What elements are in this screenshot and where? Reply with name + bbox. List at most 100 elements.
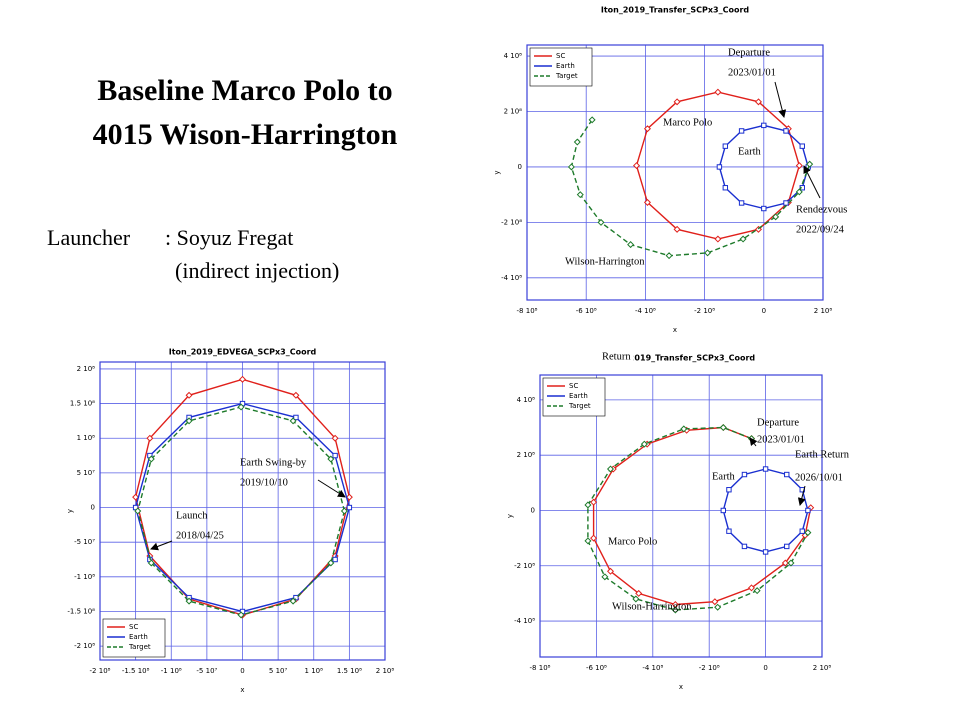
point xyxy=(576,191,584,199)
x-tick-label: 0 xyxy=(762,307,766,315)
annotation: 2023/01/01 xyxy=(728,67,776,78)
point xyxy=(804,529,812,537)
point xyxy=(781,559,789,567)
annotation-bg xyxy=(599,350,634,364)
point xyxy=(726,487,732,493)
point xyxy=(185,391,193,399)
point xyxy=(761,205,767,212)
point xyxy=(722,143,729,149)
point xyxy=(185,417,193,425)
legend-label: Target xyxy=(555,72,578,80)
launcher-label: Launcher xyxy=(47,225,131,250)
annotation: Earth Return xyxy=(795,449,850,460)
point xyxy=(289,597,297,605)
legend-label: Earth xyxy=(569,392,588,400)
point xyxy=(289,417,297,425)
legend-label: SC xyxy=(556,52,565,60)
annotation: Earth xyxy=(712,471,735,482)
y-tick-label: 5 10⁷ xyxy=(77,469,96,477)
point xyxy=(805,507,811,514)
y-axis-label: y xyxy=(493,170,501,174)
point xyxy=(643,125,651,133)
point xyxy=(606,465,615,473)
legend-label: Earth xyxy=(129,633,148,641)
x-tick-label: 0 xyxy=(763,664,767,672)
point xyxy=(680,425,688,433)
annotation: Earth xyxy=(738,146,761,157)
annotation: 2023/01/01 xyxy=(757,434,805,445)
x-tick-label: 2 10⁸ xyxy=(376,667,395,675)
y-tick-label: 0 xyxy=(91,504,95,512)
y-tick-label: -2 10⁸ xyxy=(74,642,95,650)
legend-label: Earth xyxy=(556,62,575,70)
point xyxy=(635,589,643,597)
point xyxy=(132,493,140,501)
chart-title: Iton_2019_EDVEGA_SCPx3_Coord xyxy=(169,348,317,357)
annotation: Wilson-Harrington xyxy=(565,256,645,267)
point xyxy=(722,185,729,191)
x-tick-label: -1.5 10⁸ xyxy=(122,667,150,675)
point xyxy=(739,235,747,243)
plot-background xyxy=(527,45,823,300)
point xyxy=(665,252,673,260)
x-tick-label: -4 10⁸ xyxy=(642,664,663,672)
y-tick-label: 2 10⁸ xyxy=(504,108,523,116)
point xyxy=(567,163,575,171)
chart-title: Iton_2019_Transfer_SCPx3_Coord xyxy=(601,6,750,15)
y-tick-label: -2 10⁸ xyxy=(501,218,522,226)
annotation: Marco Polo xyxy=(608,536,657,547)
annotation: Earth Swing-by xyxy=(240,457,307,468)
point xyxy=(741,543,748,550)
point xyxy=(761,122,767,129)
x-axis-label: x xyxy=(240,686,244,694)
point xyxy=(340,507,348,515)
x-tick-label: -5 10⁷ xyxy=(196,667,217,675)
y-tick-label: 4 10⁸ xyxy=(504,52,523,60)
point xyxy=(597,218,605,226)
point xyxy=(762,549,769,555)
legend-label: SC xyxy=(129,623,138,631)
x-axis-label: x xyxy=(673,326,677,334)
point xyxy=(584,501,592,509)
point xyxy=(185,597,193,605)
point xyxy=(632,595,640,603)
x-tick-label: -8 10⁸ xyxy=(530,664,551,672)
legend-label: Target xyxy=(568,402,591,410)
y-tick-label: 2 10⁸ xyxy=(517,451,536,459)
point xyxy=(327,455,335,463)
point xyxy=(671,606,679,614)
annotation: 2026/10/01 xyxy=(795,472,843,483)
slide-title: Baseline Marco Polo to xyxy=(97,74,392,107)
point xyxy=(711,598,719,606)
point xyxy=(643,198,651,206)
point xyxy=(714,88,722,96)
point xyxy=(332,452,338,459)
point xyxy=(237,403,245,411)
legend-box xyxy=(542,377,606,417)
y-axis-label: y xyxy=(66,509,74,513)
point xyxy=(590,534,598,542)
point xyxy=(741,471,748,478)
legend-box xyxy=(529,47,593,87)
x-tick-label: -2 10⁸ xyxy=(90,667,111,675)
point xyxy=(293,414,299,421)
x-tick-label: 1.5 10⁸ xyxy=(337,667,362,675)
point xyxy=(726,528,732,534)
legend-box xyxy=(102,618,166,658)
plot-frame xyxy=(99,361,386,661)
point xyxy=(134,507,142,515)
annotation: Wilson-Harrington xyxy=(612,601,692,612)
y-tick-label: -2 10⁸ xyxy=(514,562,535,570)
point xyxy=(673,225,681,233)
point xyxy=(146,434,154,442)
x-tick-label: 2 10⁸ xyxy=(814,307,833,315)
y-tick-label: -4 10⁸ xyxy=(501,274,522,282)
point xyxy=(606,567,615,575)
point xyxy=(147,559,155,567)
y-tick-label: -1 10⁸ xyxy=(74,573,95,581)
x-tick-label: -6 10⁸ xyxy=(576,307,597,315)
point xyxy=(588,116,596,124)
point xyxy=(147,455,155,463)
y-tick-label: -5 10⁷ xyxy=(74,538,95,546)
